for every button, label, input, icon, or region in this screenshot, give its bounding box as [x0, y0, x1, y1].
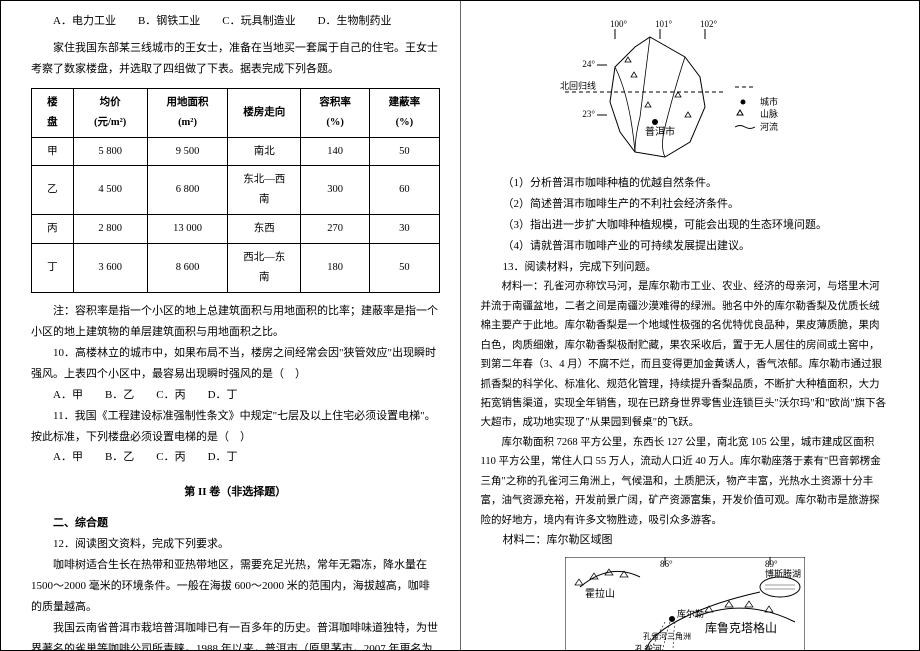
- material-1-p1: 材料一：孔雀河亦称饮马河，是库尔勒市工业、农业、经济的母亲河，与塔里木河并流于南…: [481, 277, 890, 432]
- city-icon: [652, 119, 658, 125]
- city-label: 库尔勒: [677, 608, 704, 619]
- exam-page: A．电力工业 B．钢铁工业 C．玩具制造业 D．生物制药业 家住我国东部某三线城…: [0, 0, 920, 651]
- puer-map: 100° 101° 102° 24° 23° 北回归线 普洱市: [555, 17, 815, 167]
- housing-table: 楼盘 均价(元/m²) 用地面积(m²) 楼房走向 容积率(%) 建蔽率(%) …: [31, 88, 440, 294]
- th-2: 用地面积(m²): [147, 88, 228, 137]
- q12-item: （3）指出进一步扩大咖啡种植规模，可能会出现的生态环境问题。: [481, 215, 890, 236]
- intro-paragraph: 家住我国东部某三线城市的王女士，准备在当地买一套属于自己的住宅。王女士考察了数家…: [31, 38, 440, 80]
- table-row: 丁3 6008 600西北—东南18050: [32, 244, 440, 293]
- map-legend: 城市 山脉 河流: [735, 87, 778, 132]
- river-label: 孔雀河: [635, 643, 662, 650]
- table-row: 丙2 80013 000东西27030: [32, 215, 440, 244]
- mountain-icon: [625, 57, 691, 117]
- lon-label: 86°: [660, 559, 673, 569]
- th-0: 楼盘: [32, 88, 74, 137]
- lat-label: 24°: [582, 59, 595, 69]
- options-line: A．电力工业 B．钢铁工业 C．玩具制造业 D．生物制药业: [31, 11, 440, 32]
- mountain-label: 霍拉山: [585, 587, 615, 600]
- lon-label: 102°: [700, 19, 718, 29]
- question-12-p1: 咖啡树适合生长在热带和亚热带地区，需要充足光热，常年无霜冻，降水量在 1500～…: [31, 555, 440, 618]
- question-11: 11．我国《工程建设标准强制性条文》中规定"七层及以上住宅必须设置电梯"。按此标…: [31, 406, 440, 448]
- svg-text:城市: 城市: [760, 96, 778, 107]
- table-row: 甲5 8009 500南北14050: [32, 137, 440, 166]
- q12-item: （2）简述普洱市咖啡生产的不利社会经济条件。: [481, 194, 890, 215]
- question-11-opts: A．甲 B．乙 C．丙 D．丁: [31, 447, 440, 468]
- svg-text:山脉: 山脉: [760, 108, 778, 119]
- question-12-p2: 我国云南省普洱市栽培普洱咖啡已有一百多年的历史。普洱咖啡味道独特，为世界著名的雀…: [31, 618, 440, 650]
- th-1: 均价(元/m²): [73, 88, 147, 137]
- part-ii-title: 第 II 卷（非选择题）: [31, 482, 440, 503]
- th-3: 楼房走向: [228, 88, 301, 137]
- mountain-label: 库鲁克塔格山: [705, 620, 777, 635]
- subheader: 二、综合题: [31, 513, 440, 534]
- delta-label: 孔雀河三角洲: [643, 631, 691, 641]
- question-10-opts: A．甲 B．乙 C．丙 D．丁: [31, 385, 440, 406]
- right-column: 100° 101° 102° 24° 23° 北回归线 普洱市: [460, 1, 920, 650]
- q12-item: （4）请就普洱市咖啡产业的可持续发展提出建议。: [481, 236, 890, 257]
- city-label: 普洱市: [645, 125, 675, 138]
- lon-label: 101°: [655, 19, 673, 29]
- question-12-head: 12．阅读图文资料，完成下列要求。: [31, 534, 440, 555]
- table-row: 乙4 5006 800东北—西南30060: [32, 166, 440, 215]
- q12-item: （1）分析普洱市咖啡种植的优越自然条件。: [481, 173, 890, 194]
- th-4: 容积率(%): [300, 88, 369, 137]
- city-icon: [669, 616, 675, 622]
- lat-label: 23°: [582, 109, 595, 119]
- tropic-label: 北回归线: [560, 80, 596, 91]
- lon-label: 100°: [610, 19, 628, 29]
- mountain-icon: [575, 569, 640, 587]
- material-1-p2: 库尔勒面积 7268 平方公里，东西长 127 公里，南北宽 105 公里，城市…: [481, 433, 890, 530]
- th-5: 建蔽率(%): [370, 88, 439, 137]
- svg-text:河流: 河流: [760, 121, 778, 132]
- mountain-icon: [695, 601, 795, 622]
- left-column: A．电力工业 B．钢铁工业 C．玩具制造业 D．生物制药业 家住我国东部某三线城…: [1, 1, 460, 650]
- korla-map: 86° 89° 霍拉山 库鲁克塔格山 博斯腾湖 孔雀河 库尔: [565, 557, 805, 650]
- lake-label: 博斯腾湖: [765, 568, 801, 579]
- question-10: 10．高楼林立的城市中，如果布局不当，楼房之间经常会因"狭管效应"出现瞬时强风。…: [31, 343, 440, 385]
- table-note: 注：容积率是指一个小区的地上总建筑面积与用地面积的比率；建蔽率是指一个小区的地上…: [31, 301, 440, 343]
- material-2-head: 材料二：库尔勒区域图: [481, 530, 890, 551]
- lon-label: 89°: [765, 559, 778, 569]
- question-13-head: 13．阅读材料，完成下列问题。: [481, 257, 890, 278]
